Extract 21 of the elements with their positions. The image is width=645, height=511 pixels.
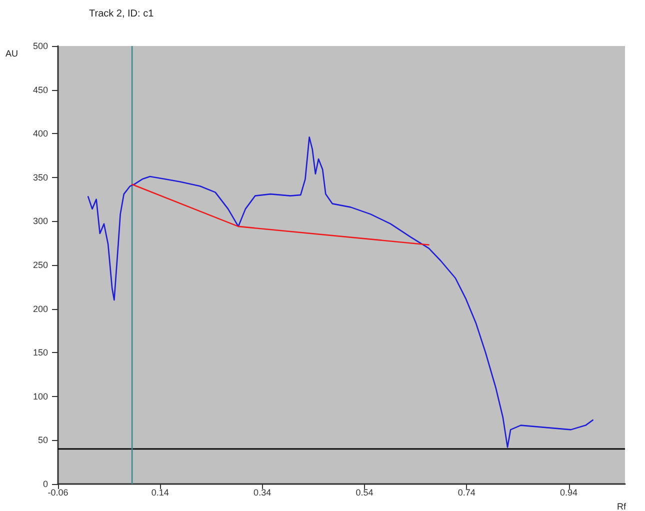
y-tick-label: 0 [42,479,48,489]
y-tick-label: 150 [32,348,48,358]
y-tick-label: 500 [32,41,48,51]
y-tick-label: 400 [32,128,48,139]
y-axis-title: AU [5,48,18,58]
x-tick-label: 0.34 [254,488,272,498]
y-tick-label: 300 [32,216,48,226]
line-series [87,136,594,448]
y-tick-label: 100 [32,391,48,402]
y-tick-label: 200 [32,304,48,314]
x-axis-title: Rf [617,502,626,511]
x-tick-label: 0.54 [356,488,374,498]
x-tick-label: 0.74 [458,488,476,498]
x-tick-label: 0.94 [560,488,578,498]
chart-title: Track 2, ID: c1 [89,8,154,20]
x-tick-label: 0.14 [151,488,169,498]
x-tick-label: -0.06 [48,488,68,498]
y-tick-label: 350 [32,172,48,182]
y-tick-label: 450 [32,84,48,95]
y-tick-label: 250 [32,260,48,270]
y-tick-label: 50 [38,435,48,446]
